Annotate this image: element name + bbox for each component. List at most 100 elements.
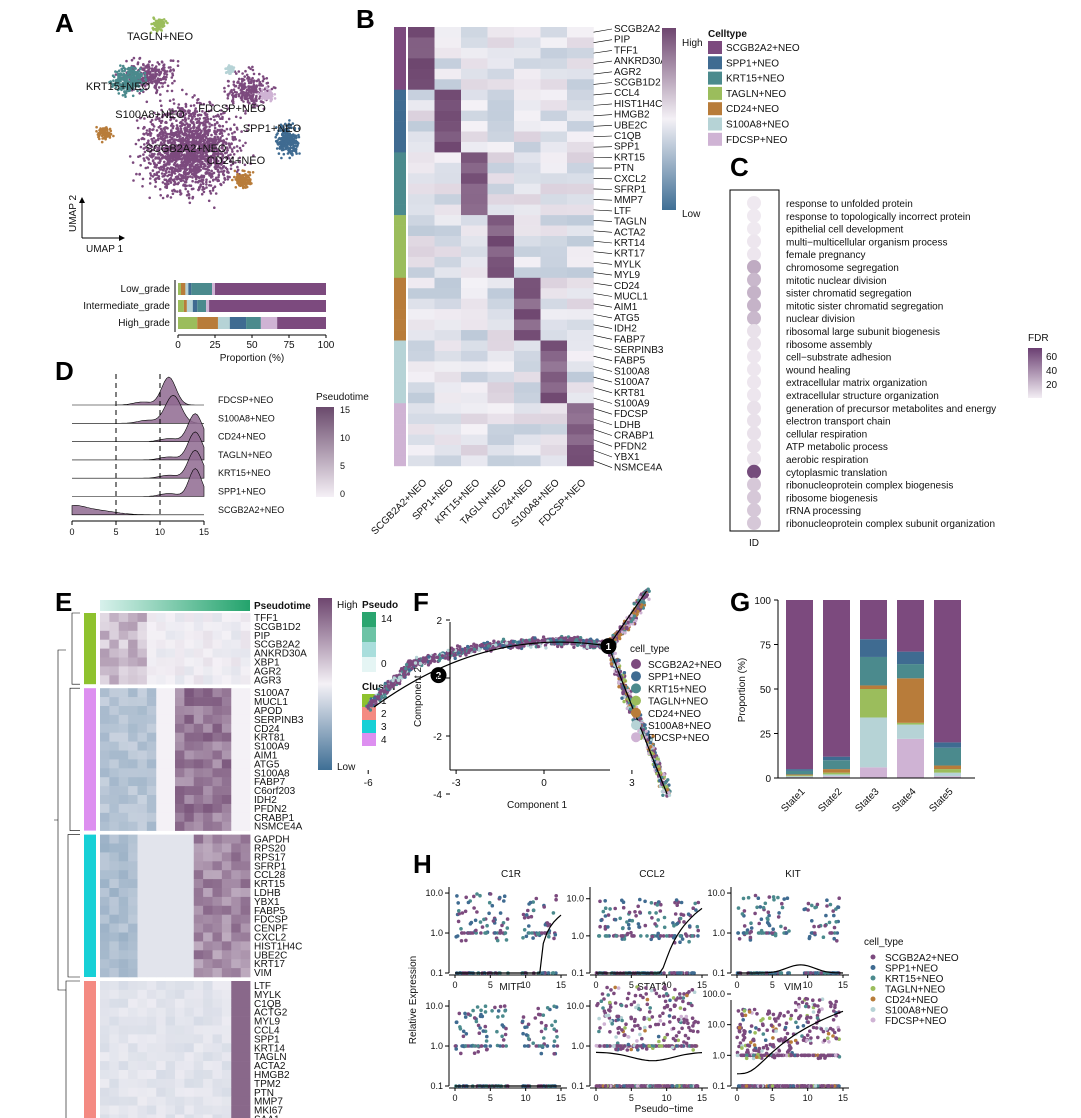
term-label-response-to-topologically-incorrect-protein: response to topologically incorrect prot… [786, 212, 971, 223]
heatmap-cell [221, 688, 232, 698]
umap-point [162, 63, 166, 66]
heatmap-cell [221, 888, 232, 898]
umap-point [234, 161, 237, 164]
umap-point [159, 165, 163, 169]
umap-point [187, 138, 190, 141]
heatmap-cell [175, 1105, 185, 1115]
heatmap-cell [514, 277, 541, 289]
heatmap-cell [212, 1114, 223, 1118]
heatmap-cell [146, 941, 157, 951]
heatmap-cell [128, 950, 138, 960]
umap-point [288, 156, 292, 160]
umap-point [190, 115, 194, 118]
celltype-legend-tagln-neo: TAGLN+NEO [726, 89, 786, 100]
heatmap-cell [221, 723, 232, 733]
dendrogram-branch [65, 980, 80, 1118]
heatmap-cell [146, 741, 157, 751]
row-annotation [394, 382, 406, 394]
heatmap-cell [240, 888, 251, 898]
heatmap-cell [203, 786, 213, 796]
heatmap-cell [100, 852, 110, 862]
heatmap-cell [100, 741, 110, 751]
heatmap-cell [118, 639, 129, 649]
heatmap-cell [137, 843, 148, 853]
umap-point [184, 105, 188, 108]
heatmap-cell [434, 27, 462, 38]
heatmap-cell [184, 1007, 195, 1017]
heatmap-cell [514, 382, 541, 394]
umap-point [187, 117, 190, 120]
umap-point [143, 150, 147, 154]
umap-point [158, 119, 161, 123]
umap-point [154, 180, 158, 184]
heatmap-cell [184, 812, 195, 822]
heatmap-cell [109, 812, 120, 822]
heatmap-cell [175, 932, 185, 942]
heatmap-cell [137, 786, 148, 796]
umap-point [198, 179, 201, 183]
umap-point [196, 170, 200, 173]
heatmap-cell [193, 795, 204, 805]
umap-point [208, 137, 212, 140]
heatmap-cell [240, 803, 251, 814]
umap-point [161, 77, 165, 81]
umap-point [193, 94, 196, 97]
heatmap-cell [212, 675, 223, 685]
heatmap-cell [203, 639, 213, 649]
ridge-label-s100a8-neo: S100A8+NEO [218, 413, 275, 423]
heatmap-cell [128, 657, 138, 667]
gene-label-krt81: KRT81 [614, 388, 645, 399]
umap-point [207, 162, 210, 165]
heatmap-cell [212, 768, 223, 778]
heatmap-cell [540, 256, 568, 268]
heatmap-cell [221, 1105, 232, 1115]
heatmap-cell [540, 434, 568, 446]
heatmap-cell [165, 697, 176, 707]
pseudo-swatch [362, 612, 376, 627]
umap-point [232, 146, 236, 149]
umap-point [187, 151, 191, 154]
gene-label-nsmce4a: NSMCE4A [614, 463, 663, 474]
heatmap-cell [212, 932, 223, 942]
heatmap-cell [540, 58, 568, 70]
row-annotation [394, 403, 406, 414]
umap-cluster-label-scgb2a2-neo: SCGB2A2+NEO [145, 143, 226, 155]
heatmap-cell [165, 732, 176, 742]
heatmap-cell [231, 821, 242, 831]
umap-point [205, 131, 208, 134]
heatmap-cell [434, 340, 462, 352]
heatmap-cell [156, 914, 167, 924]
heatmap-cell [184, 666, 195, 676]
heatmap-cell [240, 1087, 251, 1097]
umap-point [235, 145, 239, 148]
heatmap-cell [514, 194, 541, 205]
gene-label-fabp5: FABP5 [614, 356, 646, 367]
heatmap-cell [100, 1052, 110, 1062]
heatmap-cell [203, 959, 213, 969]
ridge-tick-label: 15 [199, 527, 209, 537]
grade-bar-segment [212, 283, 215, 295]
heatmap-cell [118, 657, 129, 667]
heatmap-cell [193, 968, 204, 978]
heatmap-cell [567, 445, 594, 456]
heatmap-cell [408, 361, 435, 373]
heatmap-cell [240, 795, 251, 805]
umap-point [252, 93, 255, 97]
heatmap-cell [487, 445, 515, 456]
heatmap-cell [137, 1043, 148, 1053]
umap-point [146, 157, 150, 160]
heatmap-cell [109, 657, 120, 667]
heatmap-cell [137, 803, 148, 814]
fdr-dot [747, 426, 761, 441]
umap-point [196, 152, 200, 155]
pseudotime-bar-label: Pseudotime [254, 601, 311, 612]
heatmap-cell [514, 162, 541, 174]
heatmap-cell [567, 225, 594, 237]
umap-point [153, 76, 156, 80]
heatmap-cell [212, 706, 223, 716]
heatmap-cell [156, 621, 167, 632]
umap-point [157, 170, 160, 174]
umap-point [176, 190, 179, 193]
heatmap-cell [221, 1043, 232, 1053]
heatmap-cell [487, 340, 515, 352]
